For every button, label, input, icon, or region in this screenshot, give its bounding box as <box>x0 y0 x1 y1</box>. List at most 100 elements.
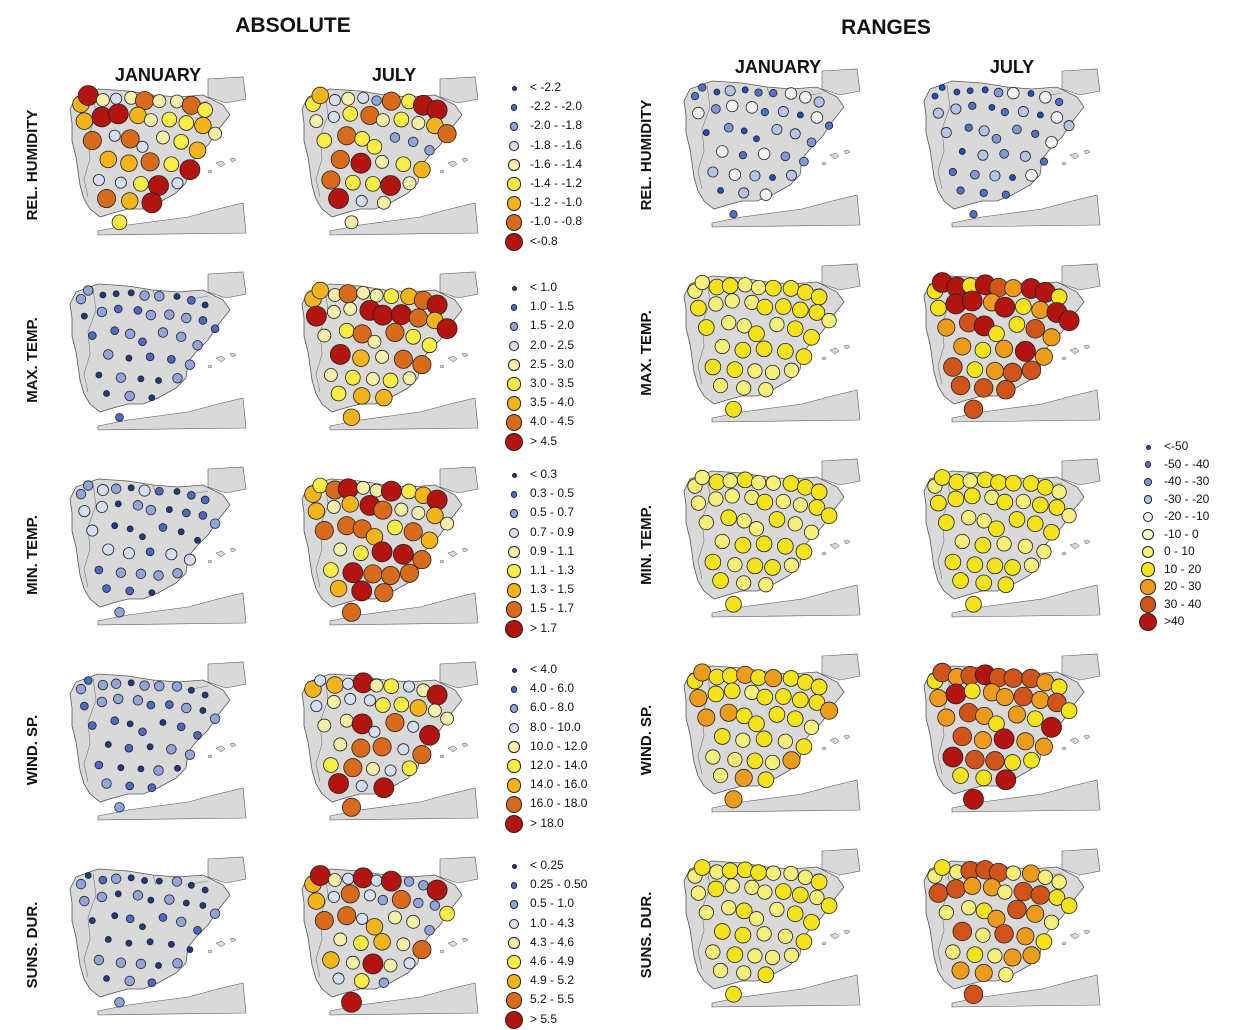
legend-label: > 1.7 <box>530 620 558 635</box>
station-marker <box>197 102 213 118</box>
legend-swatch <box>509 122 519 131</box>
station-marker <box>125 781 135 791</box>
station-marker <box>704 358 722 376</box>
station-marker <box>975 706 994 725</box>
station-marker <box>930 494 947 512</box>
station-marker <box>437 124 457 144</box>
station-marker <box>996 493 1014 511</box>
legend-swatch <box>507 377 521 391</box>
balearic-island <box>1069 932 1080 940</box>
station-marker <box>342 562 364 584</box>
station-marker <box>403 522 423 542</box>
station-marker <box>999 149 1009 159</box>
station-marker <box>115 412 124 422</box>
station-marker <box>748 521 765 537</box>
station-marker <box>755 340 773 358</box>
legend-label: >40 <box>1164 614 1185 628</box>
station-marker <box>96 306 108 318</box>
station-marker <box>988 520 1005 538</box>
station-marker <box>132 500 144 511</box>
france-landmass <box>1061 458 1101 486</box>
station-marker <box>1055 97 1064 107</box>
station-marker <box>146 743 154 751</box>
station-marker <box>114 607 125 618</box>
station-marker <box>1045 136 1058 149</box>
station-marker <box>317 718 332 733</box>
station-marker <box>341 495 359 513</box>
station-marker <box>165 700 174 709</box>
legend-label: 0.5 - 0.7 <box>530 505 575 520</box>
station-marker <box>352 324 372 344</box>
station-marker <box>110 92 123 105</box>
station-marker <box>1036 544 1052 560</box>
station-marker <box>86 524 99 537</box>
station-marker <box>1016 732 1035 751</box>
station-marker <box>342 677 355 690</box>
station-marker <box>1015 493 1031 510</box>
station-marker <box>396 937 411 952</box>
station-marker <box>153 570 164 581</box>
station-marker <box>333 737 348 752</box>
station-marker <box>369 678 384 693</box>
station-marker <box>724 488 740 504</box>
station-marker <box>966 361 984 378</box>
station-marker <box>88 721 97 730</box>
station-marker <box>110 873 122 884</box>
station-marker <box>440 516 454 531</box>
station-marker <box>341 91 356 106</box>
station-marker <box>126 720 134 728</box>
station-marker <box>1026 710 1044 728</box>
legend-swatch <box>511 85 517 91</box>
balearic-island <box>439 364 445 369</box>
legend-label: < 0.25 <box>530 858 564 872</box>
legend-swatch <box>506 973 522 989</box>
station-marker <box>200 495 210 505</box>
legend-label: -1.4 - -1.2 <box>530 176 583 190</box>
station-marker <box>1030 885 1051 905</box>
station-marker <box>1016 927 1035 946</box>
station-marker <box>79 895 90 907</box>
legend-label: <-50 <box>1164 439 1189 453</box>
station-marker <box>712 962 729 979</box>
station-marker <box>327 890 340 903</box>
station-marker <box>139 290 150 301</box>
africa-landmass <box>97 787 247 821</box>
station-marker <box>353 387 371 405</box>
ranges-section-title: RANGES <box>841 16 931 39</box>
station-marker <box>1041 716 1062 738</box>
station-marker <box>403 957 416 970</box>
station-marker <box>931 92 939 100</box>
station-marker <box>369 288 384 303</box>
station-marker <box>405 329 422 345</box>
station-marker <box>716 145 729 158</box>
station-marker <box>711 104 721 114</box>
legend-swatch <box>510 490 518 498</box>
station-marker <box>127 484 135 492</box>
station-marker <box>756 298 774 316</box>
station-marker <box>332 972 345 985</box>
station-marker <box>1013 686 1034 707</box>
station-marker <box>969 210 978 219</box>
station-marker <box>80 701 89 711</box>
station-marker <box>750 669 767 686</box>
legend-swatch <box>1142 511 1154 523</box>
station-marker <box>702 129 710 136</box>
station-marker <box>1048 499 1066 516</box>
station-marker <box>729 210 738 219</box>
france-landmass <box>1061 263 1101 291</box>
station-marker <box>388 910 402 925</box>
station-marker <box>307 892 326 910</box>
station-marker <box>314 674 327 687</box>
station-marker <box>803 329 820 346</box>
station-marker <box>171 876 183 887</box>
station-marker <box>132 695 144 706</box>
station-marker <box>1001 190 1010 199</box>
station-marker <box>382 372 399 389</box>
map-absolute-july-rh <box>301 76 479 236</box>
station-marker <box>948 167 957 177</box>
station-marker <box>327 110 340 123</box>
legend-swatch <box>508 159 520 171</box>
balearic-island <box>207 169 213 174</box>
station-marker <box>124 975 135 987</box>
legend-swatch <box>505 796 523 813</box>
